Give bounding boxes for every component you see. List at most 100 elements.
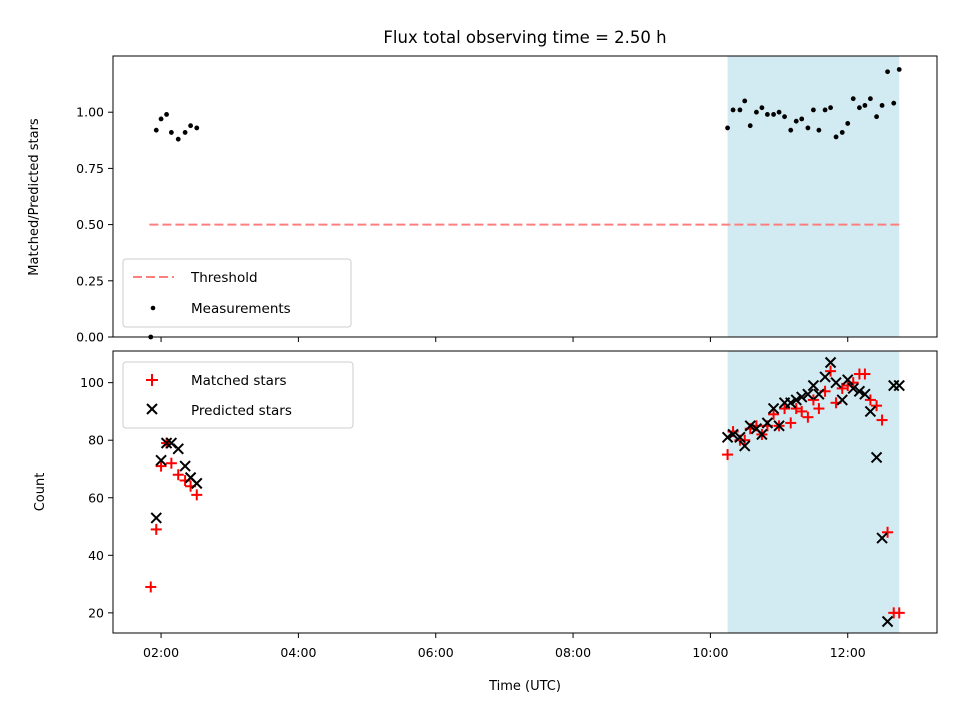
matched-star-point xyxy=(876,414,888,426)
measurement-point xyxy=(857,105,862,111)
predicted-star-point xyxy=(870,451,883,464)
predicted-star-stroke xyxy=(739,440,751,452)
legend-predicted-label: Predicted stars xyxy=(191,403,292,419)
predicted-star-stroke xyxy=(191,477,203,490)
predicted-star-point xyxy=(893,379,905,392)
matched-star-point xyxy=(864,394,876,406)
measurement-point xyxy=(793,118,799,124)
predicted-star-stroke xyxy=(830,376,842,389)
predicted-star-stroke xyxy=(836,394,848,406)
predicted-star-point xyxy=(819,371,831,383)
predicted-star-point xyxy=(191,477,203,490)
predicted-star-point xyxy=(734,431,746,444)
predicted-star-point xyxy=(859,388,871,400)
predicted-star-stroke xyxy=(796,391,808,403)
bottom-y-tick-label: 100 xyxy=(80,375,104,390)
predicted-star-point xyxy=(802,388,814,400)
predicted-star-stroke xyxy=(756,428,768,441)
matched-star-point xyxy=(779,403,791,415)
predicted-star-point xyxy=(842,374,854,386)
predicted-star-stroke xyxy=(761,417,774,429)
matched-star-point xyxy=(739,434,751,446)
predicted-star-stroke xyxy=(767,402,780,415)
matched-star-point xyxy=(893,607,905,619)
measurement-point xyxy=(747,123,753,129)
predicted-star-stroke xyxy=(802,388,814,400)
predicted-star-stroke xyxy=(813,388,825,400)
measurement-point xyxy=(725,125,730,131)
observing-window-shade xyxy=(727,56,900,337)
top-y-axis-label: Matched/Predicted stars xyxy=(27,118,42,276)
predicted-star-point xyxy=(155,454,167,467)
predicted-star-point xyxy=(756,428,768,441)
predicted-star-stroke xyxy=(807,379,820,392)
matched-star-point xyxy=(796,405,808,417)
bottom-legend-box xyxy=(122,361,354,429)
measurement-point xyxy=(811,107,816,113)
predicted-star-stroke xyxy=(853,385,866,397)
measurement-point xyxy=(153,127,159,133)
matched-star-point xyxy=(825,365,837,377)
predicted-star-stroke xyxy=(179,460,191,472)
predicted-star-stroke xyxy=(721,431,734,444)
matched-star-point xyxy=(882,526,894,538)
observing-window-shade xyxy=(727,351,900,633)
measurement-point xyxy=(158,116,164,122)
measurement-point xyxy=(742,98,748,104)
predicted-star-point xyxy=(744,420,756,432)
predicted-star-point xyxy=(790,394,802,406)
predicted-star-point xyxy=(773,420,785,432)
matched-star-point xyxy=(802,411,814,423)
legend-measurements-label: Measurements xyxy=(191,301,291,317)
bottom-y-axis-label: Count xyxy=(33,473,48,512)
predicted-star-point xyxy=(739,440,751,452)
predicted-star-point xyxy=(813,388,825,400)
predicted-star-point xyxy=(172,443,184,455)
measurement-point xyxy=(759,105,765,111)
top-y-tick-label: 0.50 xyxy=(76,217,104,232)
top-axes-frame xyxy=(112,55,938,338)
measurement-point xyxy=(799,116,805,122)
top-y-tick-label: 0.75 xyxy=(76,161,104,176)
bottom-y-tick-label: 40 xyxy=(88,548,104,563)
measurement-point xyxy=(874,114,879,120)
predicted-star-point xyxy=(807,379,820,392)
top-panel: 0.00 0.25 0.50 0.75 1.00 Matched/Predicted s… xyxy=(27,55,938,345)
legend-measurements-swatch xyxy=(150,305,156,311)
matched-star-point xyxy=(768,408,780,420)
measurement-point xyxy=(839,130,845,135)
predicted-star-stroke xyxy=(859,388,871,400)
matched-star-point xyxy=(722,449,734,461)
predicted-star-stroke xyxy=(734,431,746,444)
predicted-star-stroke xyxy=(893,379,905,392)
predicted-star-stroke xyxy=(876,532,888,544)
measurement-point xyxy=(816,127,822,133)
measurement-point xyxy=(850,96,856,102)
chart-title: Flux total observing time = 2.50 h xyxy=(383,28,666,47)
bottom-legend: Matched stars Predicted stars xyxy=(122,361,354,429)
measurement-point xyxy=(879,103,885,108)
x-tick-label: 10:00 xyxy=(692,645,728,660)
matched-star-point xyxy=(150,523,162,535)
matched-star-point xyxy=(871,400,883,412)
x-tick-label: 06:00 xyxy=(418,645,454,660)
predicted-star-stroke xyxy=(165,437,178,449)
x-tick-label: 02:00 xyxy=(143,645,179,660)
measurement-point xyxy=(822,107,828,113)
predicted-star-point xyxy=(853,385,866,397)
predicted-star-point xyxy=(836,394,848,406)
predicted-star-stroke xyxy=(184,471,197,484)
measurement-point xyxy=(182,130,188,135)
measurement-point xyxy=(782,114,787,120)
predicted-star-stroke xyxy=(750,422,763,435)
matched-star-point xyxy=(785,417,797,429)
predicted-star-stroke xyxy=(150,512,162,524)
predicted-star-point xyxy=(881,615,894,628)
top-legend: Threshold Measurements xyxy=(122,258,352,328)
measurement-point xyxy=(168,130,174,135)
predicted-star-point xyxy=(785,397,797,409)
predicted-star-stroke xyxy=(155,454,167,467)
predicted-star-point xyxy=(796,391,808,403)
measurement-point xyxy=(885,69,890,75)
